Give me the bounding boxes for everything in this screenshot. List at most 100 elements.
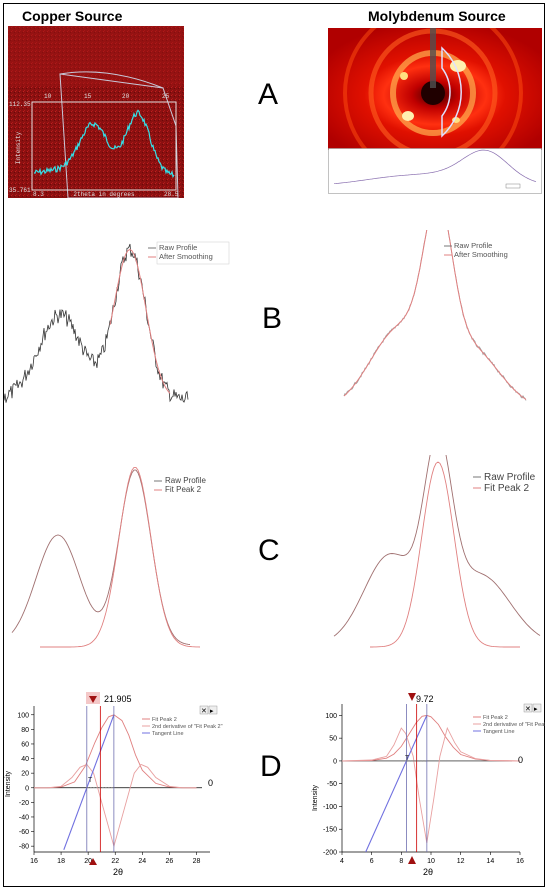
copper-d-peak-value: 21.905 [104, 694, 132, 704]
copper-d-ytick-label: -60 [19, 829, 29, 836]
copper-d-ytick-label: 60 [21, 741, 29, 748]
copper-d-ytick-label: -80 [19, 844, 29, 851]
molybdenum-d-ytick-label: -100 [323, 804, 337, 811]
copper-d-legend: Fit Peak 2 2nd derivative of "Fit Peak 2… [142, 717, 223, 737]
molybdenum-d-legend-deriv: 2nd derivative of "Fit Peak 2" [483, 722, 545, 728]
molybdenum-d-legend-tangent: Tangent Line [483, 729, 515, 735]
copper-c-raw-line [11, 469, 191, 645]
molybdenum-d-ylabel: Intensity [312, 784, 319, 811]
svg-text:▸: ▸ [534, 706, 538, 713]
copper-d-tangent-line [63, 714, 115, 850]
copper-d-close-button[interactable]: ✕ [199, 705, 209, 715]
copper-c-legend: Raw Profile Fit Peak 2 [154, 476, 206, 494]
molybdenum-d-zero-label: 0 [518, 755, 523, 765]
copper-d-ytick-label: 0 [25, 785, 29, 792]
molybdenum-b-legend-smooth: After Smoothing [454, 250, 508, 259]
molybdenum-d-bottom-marker [408, 856, 416, 864]
molybdenum-b-legend-raw: Raw Profile [454, 241, 492, 250]
molybdenum-d-xtick-label: 8 [399, 858, 403, 865]
copper-d-xtick-label: 20 [84, 858, 92, 865]
molybdenum-fit-plot: Raw Profile Fit Peak 2 [333, 455, 541, 648]
copper-d-xtick-label: 18 [57, 858, 65, 865]
copper-d-ytick-label: 100 [17, 712, 29, 719]
copper-inset-plot-frame [31, 101, 177, 191]
molybdenum-c-legend: Raw Profile Fit Peak 2 [473, 472, 536, 494]
copper-diffraction-image: 10 15 20 25 112.35 35.761 Intensity 2the… [8, 26, 184, 198]
molybdenum-d-xlabel: 2θ [423, 867, 433, 877]
copper-d-t-marker: T [88, 777, 93, 784]
molybdenum-c-legend-fit: Fit Peak 2 [484, 483, 529, 494]
svg-text:✕: ✕ [201, 708, 207, 715]
copper-d-legend-fit: Fit Peak 2 [152, 717, 177, 723]
copper-d-arrow-button[interactable]: ▸ [208, 705, 218, 715]
svg-text:▸: ▸ [210, 708, 214, 715]
copper-top-tick-20: 20 [122, 93, 130, 100]
row-label-b: B [262, 302, 283, 335]
molybdenum-c-fit-line [370, 461, 520, 648]
molybdenum-d-xtick-label: 14 [486, 858, 494, 865]
molybdenum-source-title: Molybdenum Source [368, 8, 506, 24]
copper-raw-profile-line [3, 243, 189, 403]
molybdenum-d-arrow-button[interactable]: ▸ [532, 703, 542, 713]
molybdenum-c-legend-raw: Raw Profile [484, 472, 536, 483]
molybdenum-d-xtick-label: 12 [457, 858, 465, 865]
copper-smoothed-line [109, 248, 171, 394]
molybdenum-c-raw-line [333, 455, 541, 637]
molybdenum-d-xtick-label: 6 [370, 858, 374, 865]
molybdenum-diffraction-image [328, 28, 542, 150]
copper-top-tick-15: 15 [84, 93, 92, 100]
svg-text:✕: ✕ [525, 706, 531, 713]
copper-d-bottom-marker [89, 858, 97, 865]
copper-d-xtick-label: 24 [138, 858, 146, 865]
molybdenum-smoothing-plot: Raw Profile After Smoothing [343, 230, 527, 401]
molybdenum-d-xtick-label: 16 [516, 858, 524, 865]
copper-top-tick-10: 10 [44, 93, 52, 100]
molybdenum-d-tangent-line [365, 715, 428, 853]
copper-c-legend-raw: Raw Profile [165, 476, 206, 485]
copper-d-legend-deriv: 2nd derivative of "Fit Peak 2" [152, 724, 223, 730]
copper-integrated-profile [33, 109, 175, 179]
copper-d-xtick-label: 22 [111, 858, 119, 865]
copper-smoothing-plot: Raw Profile After Smoothing [3, 241, 230, 403]
copper-ymax-label: 112.35 [9, 101, 31, 108]
copper-xlabel: 2theta in degrees [73, 191, 135, 198]
row-label-c: C [258, 534, 280, 567]
molybdenum-d-peak-marker: 9.72 [408, 693, 434, 704]
copper-fit-plot: Raw Profile Fit Peak 2 [11, 466, 206, 648]
copper-d-xlabel: 2θ [113, 867, 123, 877]
copper-d-legend-tangent: Tangent Line [152, 731, 184, 737]
copper-d-ytick-label: 20 [21, 771, 29, 778]
molybdenum-integrated-profile [328, 148, 542, 194]
molybdenum-d-ytick-label: 50 [329, 736, 337, 743]
copper-b-legend-smooth: After Smoothing [159, 252, 213, 261]
row-label-a: A [258, 78, 279, 111]
figure-frame [3, 3, 545, 887]
copper-d-ylabel: Intensity [5, 770, 12, 797]
copper-b-legend: Raw Profile After Smoothing [148, 241, 230, 265]
molybdenum-d-close-button[interactable]: ✕ [523, 703, 533, 713]
copper-xmin: 8.3 [33, 191, 44, 198]
copper-d-ytick-label: -40 [19, 814, 29, 821]
copper-ymin-label: 35.761 [9, 187, 31, 194]
molybdenum-d-second-derivative-line [341, 726, 521, 843]
molybdenum-d-legend: Fit Peak 2 2nd derivative of "Fit Peak 2… [473, 715, 545, 735]
copper-d-xtick-label: 26 [165, 858, 173, 865]
copper-d-ytick-label: 80 [21, 727, 29, 734]
copper-d-zero-label: 0 [208, 778, 213, 788]
copper-d-second-derivative-line [34, 763, 197, 848]
copper-d-ytick-label: -20 [19, 800, 29, 807]
molybdenum-d-ytick-label: -200 [323, 850, 337, 857]
copper-source-title: Copper Source [22, 8, 123, 24]
molybdenum-d-ytick-label: 0 [333, 758, 337, 765]
molybdenum-d-xtick-label: 10 [427, 858, 435, 865]
molybdenum-d-xtick-label: 4 [340, 858, 344, 865]
copper-d-xtick-label: 28 [193, 858, 201, 865]
molybdenum-d-legend-fit: Fit Peak 2 [483, 715, 508, 721]
molybdenum-d-t-marker: T [405, 755, 410, 762]
molybdenum-d-ytick-label: -50 [327, 781, 337, 788]
copper-c-legend-fit: Fit Peak 2 [165, 485, 202, 494]
copper-b-legend-raw: Raw Profile [159, 243, 197, 252]
copper-d-xtick-label: 16 [30, 858, 38, 865]
